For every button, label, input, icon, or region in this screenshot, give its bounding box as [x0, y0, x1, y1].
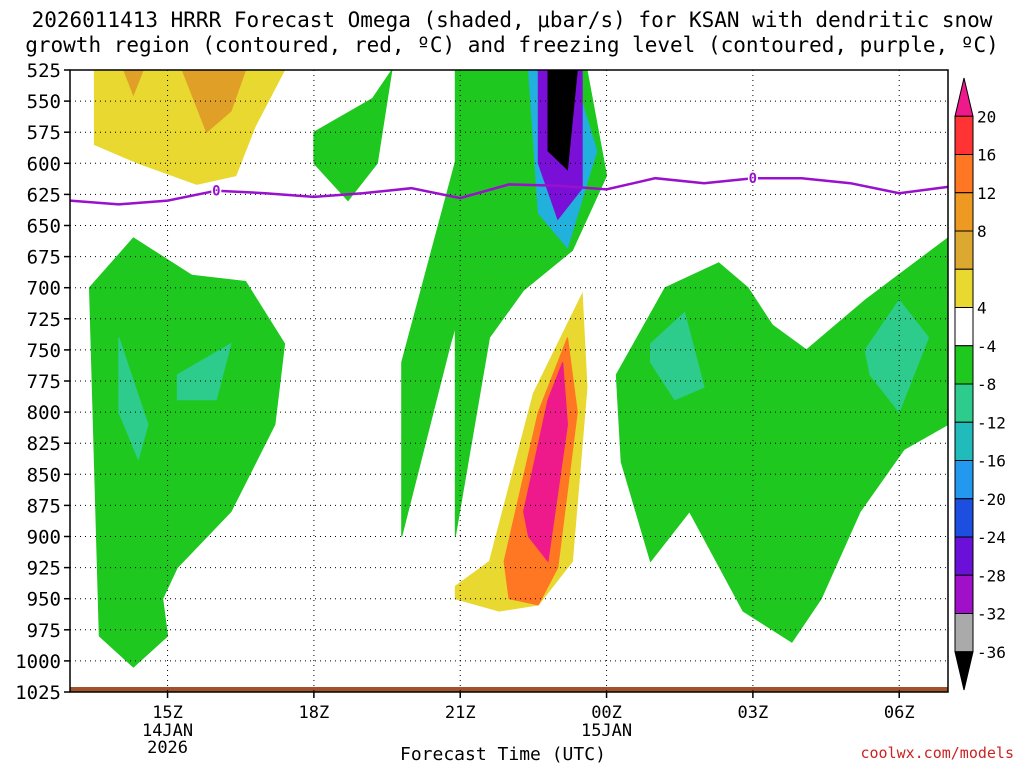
freezing-label-bg	[747, 171, 758, 186]
y-tick-label: 600	[27, 153, 61, 175]
freezing-label-bg	[211, 183, 222, 198]
omega-region	[401, 88, 486, 537]
y-tick-label: 675	[27, 247, 61, 269]
x-tick-label: 18Z	[299, 703, 330, 723]
y-tick-label: 825	[27, 433, 61, 455]
colorbar-swatch	[954, 345, 974, 385]
freezing-level-label: 0	[749, 171, 757, 187]
omega-region	[650, 311, 705, 401]
x-tick-label: 03Z	[738, 703, 769, 723]
chart-title: 2026011413 HRRR Forecast Omega (shaded, …	[31, 8, 993, 32]
colorbar-swatch	[954, 307, 974, 347]
omega-region	[176, 342, 232, 401]
y-tick-label: 700	[27, 278, 61, 300]
colorbar-label: 20	[977, 107, 996, 126]
colorbar-swatch	[954, 192, 974, 232]
colorbar-label: 8	[977, 222, 987, 241]
omega-region	[181, 70, 247, 134]
colorbar-label: -4	[977, 337, 996, 356]
colorbar-swatch	[954, 460, 974, 500]
x-tick-sublabel: 2026	[147, 738, 188, 758]
y-tick-label: 975	[27, 620, 61, 642]
x-tick-label: 15Z	[152, 703, 183, 723]
colorbar-label: 12	[977, 184, 996, 203]
freezing-level-label: 0	[212, 184, 220, 200]
colorbar-swatch	[954, 268, 974, 308]
colorbar-label: -28	[977, 566, 1006, 585]
colorbar-label: -20	[977, 490, 1006, 509]
colorbar-label: -16	[977, 452, 1006, 471]
colorbar-swatch	[954, 421, 974, 461]
colorbar-swatch	[954, 77, 974, 117]
omega-region	[93, 70, 286, 185]
omega-region	[123, 70, 144, 97]
x-tick-sublabel: 14JAN	[142, 721, 193, 741]
x-tick-label: 00Z	[591, 703, 622, 723]
y-tick-label: 925	[27, 558, 61, 580]
colorbar-label: -32	[977, 605, 1006, 624]
colorbar-swatch	[954, 536, 974, 576]
colorbar-swatch	[954, 154, 974, 194]
y-tick-label: 550	[27, 91, 61, 113]
x-tick-label: 21Z	[445, 703, 476, 723]
y-tick-label: 625	[27, 184, 61, 206]
y-tick-label: 1000	[15, 651, 61, 673]
omega-region	[547, 70, 578, 171]
y-tick-label: 775	[27, 371, 61, 393]
colorbar-swatch	[954, 115, 974, 155]
x-tick-label: 06Z	[884, 703, 915, 723]
colorbar-label: -36	[977, 643, 1006, 662]
colorbar-label: 4	[977, 299, 987, 318]
y-tick-label: 575	[27, 122, 61, 144]
omega-region	[118, 337, 149, 461]
colorbar-swatch	[954, 613, 974, 653]
omega-region	[523, 362, 569, 563]
omega-region	[864, 299, 930, 414]
colorbar-swatch	[954, 230, 974, 270]
colorbar-swatch	[954, 651, 974, 691]
colorbar-label: 16	[977, 146, 996, 165]
y-tick-label: 850	[27, 464, 61, 486]
chart-title-line2: growth region (contoured, red, ºC) and f…	[25, 33, 999, 57]
colorbar-label: -24	[977, 528, 1006, 547]
y-tick-label: 875	[27, 495, 61, 517]
y-tick-label: 725	[27, 309, 61, 331]
y-tick-label: 800	[27, 402, 61, 424]
x-axis-label: Forecast Time (UTC)	[400, 744, 606, 765]
y-tick-label: 525	[27, 60, 61, 82]
colorbar-label: -8	[977, 375, 996, 394]
colorbar-swatch	[954, 383, 974, 423]
y-tick-label: 750	[27, 340, 61, 362]
colorbar-swatch	[954, 574, 974, 614]
omega-region	[88, 237, 286, 668]
omega-region	[313, 70, 393, 202]
y-tick-label: 1025	[15, 682, 61, 704]
omega-region	[615, 237, 948, 643]
colorbar-label: -12	[977, 413, 1006, 432]
y-tick-label: 650	[27, 216, 61, 238]
surface-strip	[70, 687, 948, 692]
site-credit: coolwx.com/models	[860, 744, 1014, 762]
y-tick-label: 900	[27, 527, 61, 549]
colorbar-swatch	[954, 498, 974, 538]
y-tick-label: 950	[27, 589, 61, 611]
x-tick-sublabel: 15JAN	[581, 721, 632, 741]
